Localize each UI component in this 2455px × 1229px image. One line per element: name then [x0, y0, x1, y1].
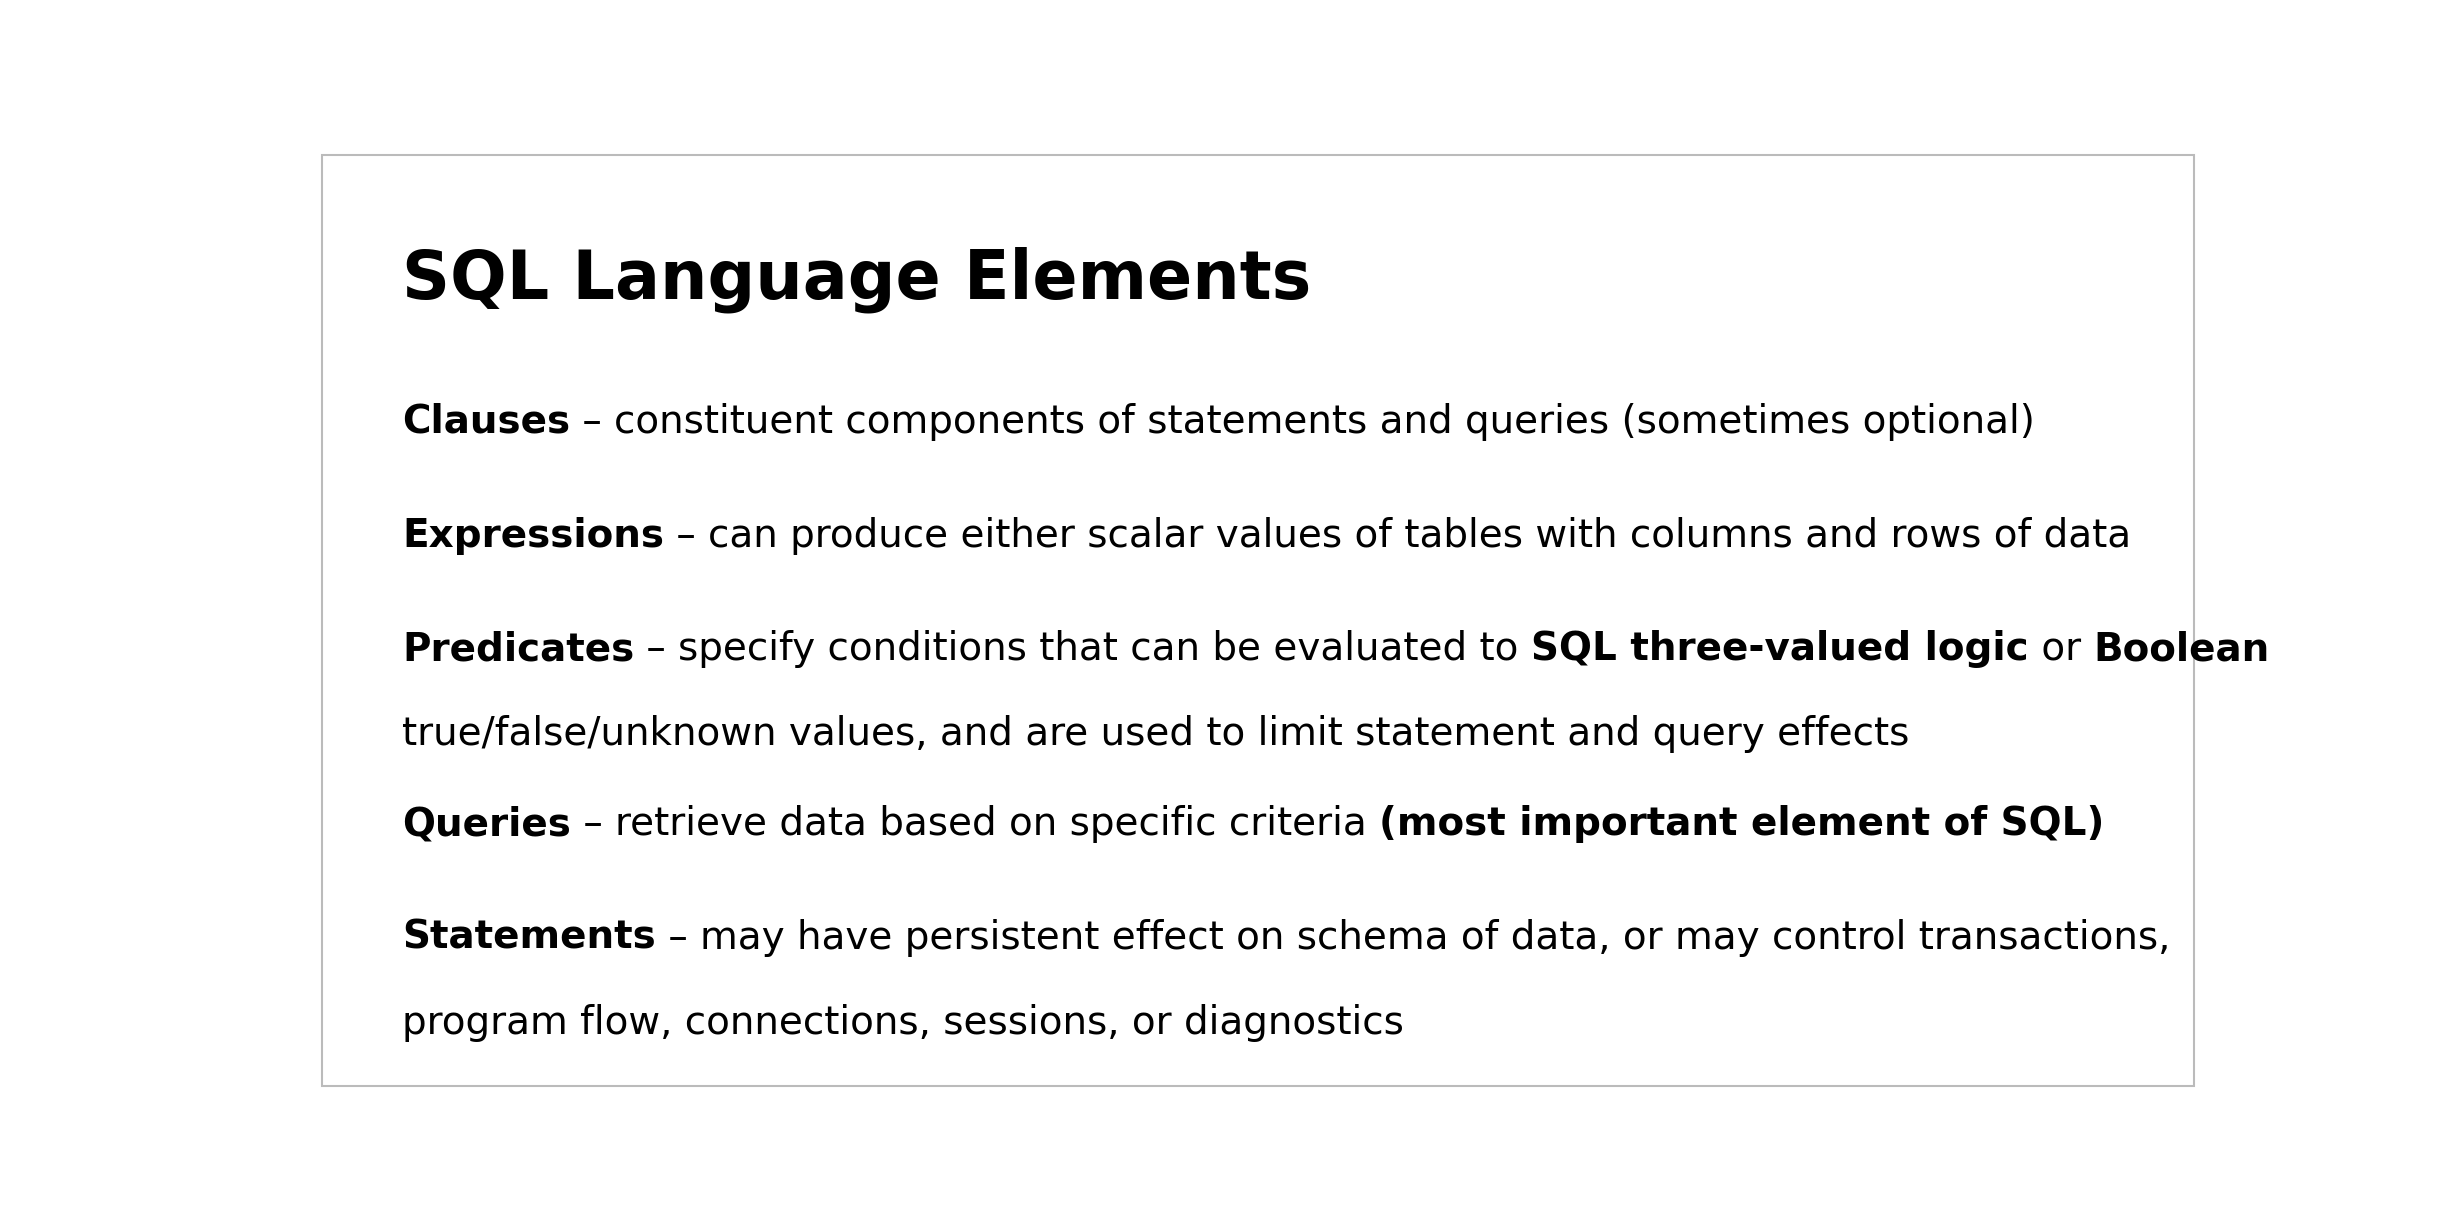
Text: Expressions: Expressions [403, 516, 663, 554]
Text: program flow, connections, sessions, or diagnostics: program flow, connections, sessions, or … [403, 1004, 1404, 1042]
Text: Queries: Queries [403, 805, 572, 843]
Text: or: or [2028, 630, 2094, 669]
Text: –: – [655, 919, 700, 956]
Text: Boolean: Boolean [2094, 630, 2268, 669]
Text: SQL Language Elements: SQL Language Elements [403, 247, 1311, 313]
Text: specify conditions that can be evaluated to: specify conditions that can be evaluated… [678, 630, 1532, 669]
Text: –: – [570, 403, 614, 441]
Text: Predicates: Predicates [403, 630, 633, 669]
Text: –: – [633, 630, 678, 669]
Text: –: – [663, 516, 707, 554]
Text: retrieve data based on specific criteria: retrieve data based on specific criteria [616, 805, 1380, 843]
Text: true/false/unknown values, and are used to limit statement and query effects: true/false/unknown values, and are used … [403, 715, 1910, 753]
Text: SQL three-valued logic: SQL three-valued logic [1532, 630, 2028, 669]
Text: may have persistent effect on schema of data, or may control transactions,: may have persistent effect on schema of … [700, 919, 2170, 956]
Text: can produce either scalar values of tables with columns and rows of data: can produce either scalar values of tabl… [707, 516, 2131, 554]
Text: –: – [572, 805, 616, 843]
Text: Clauses: Clauses [403, 403, 570, 441]
FancyBboxPatch shape [322, 155, 2195, 1086]
Text: constituent components of statements and queries (sometimes optional): constituent components of statements and… [614, 403, 2035, 441]
Text: (most important element of SQL): (most important element of SQL) [1380, 805, 2104, 843]
Text: Statements: Statements [403, 919, 655, 956]
